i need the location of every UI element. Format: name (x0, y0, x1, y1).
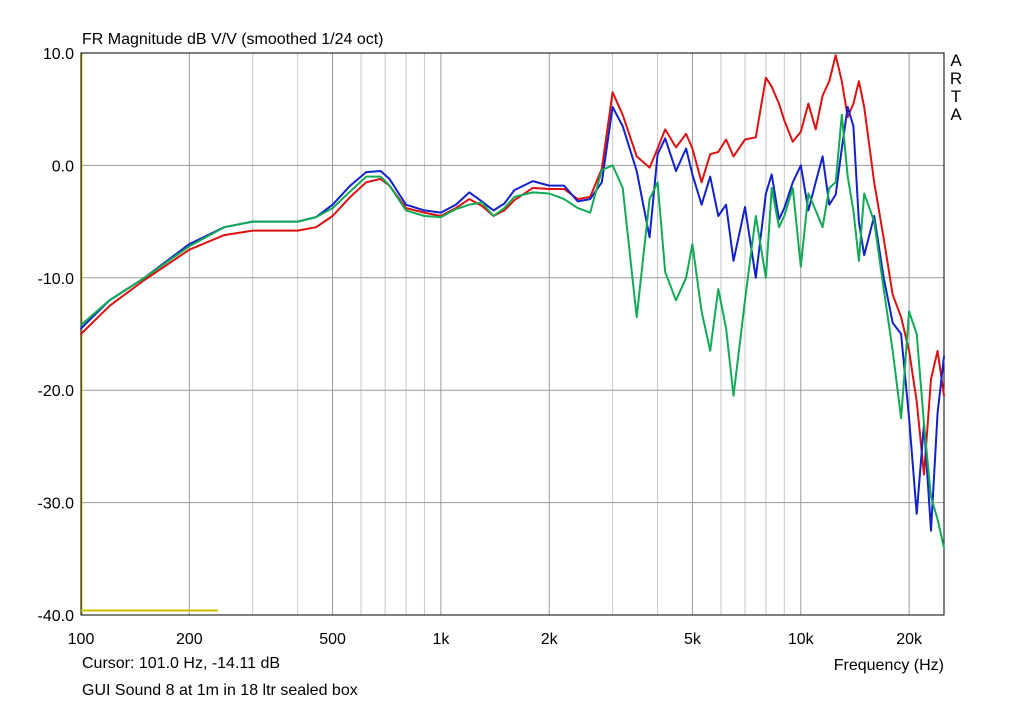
y-tick-label: -40.0 (38, 608, 75, 625)
x-tick-label: 100 (68, 631, 95, 648)
x-tick-label: 10k (788, 631, 815, 648)
x-tick-label: 500 (319, 631, 346, 648)
y-tick-label: -30.0 (38, 496, 75, 513)
x-tick-label: 20k (896, 631, 923, 648)
tick-labels: 100 200 500 1k 2k 5k 10k 20k 10.0 0.0 -10.0 -20.0 -3… (38, 46, 923, 648)
grid (81, 53, 944, 615)
y-tick-label: -20.0 (38, 383, 75, 400)
x-tick-label: 1k (432, 631, 450, 648)
series-line-2 (80, 106, 945, 532)
watermark-letter: T (950, 87, 962, 106)
plot-frame (80, 52, 945, 616)
watermark-letter: A (950, 105, 962, 124)
chart-title: FR Magnitude dB V/V (smoothed 1/24 oct) (82, 31, 383, 48)
y-tick-label: 0.0 (52, 158, 74, 175)
x-tick-label: 200 (176, 631, 203, 648)
x-tick-label: 2k (541, 631, 559, 648)
y-tick-label: -10.0 (38, 271, 75, 288)
watermark-letter: A (950, 51, 962, 70)
x-tick-label: 5k (684, 631, 702, 648)
series-layer (80, 54, 945, 549)
y-tick-label: 10.0 (43, 46, 74, 63)
measurement-caption: GUI Sound 8 at 1m in 18 ltr sealed box (82, 682, 358, 699)
series-line-3 (80, 113, 945, 549)
x-axis-label: Frequency (Hz) (834, 657, 944, 674)
arta-watermark: A R T A (948, 52, 964, 124)
cursor-readout: Cursor: 101.0 Hz, -14.11 dB (82, 655, 281, 672)
series-line-1 (80, 54, 945, 476)
watermark-letter: R (949, 69, 963, 88)
